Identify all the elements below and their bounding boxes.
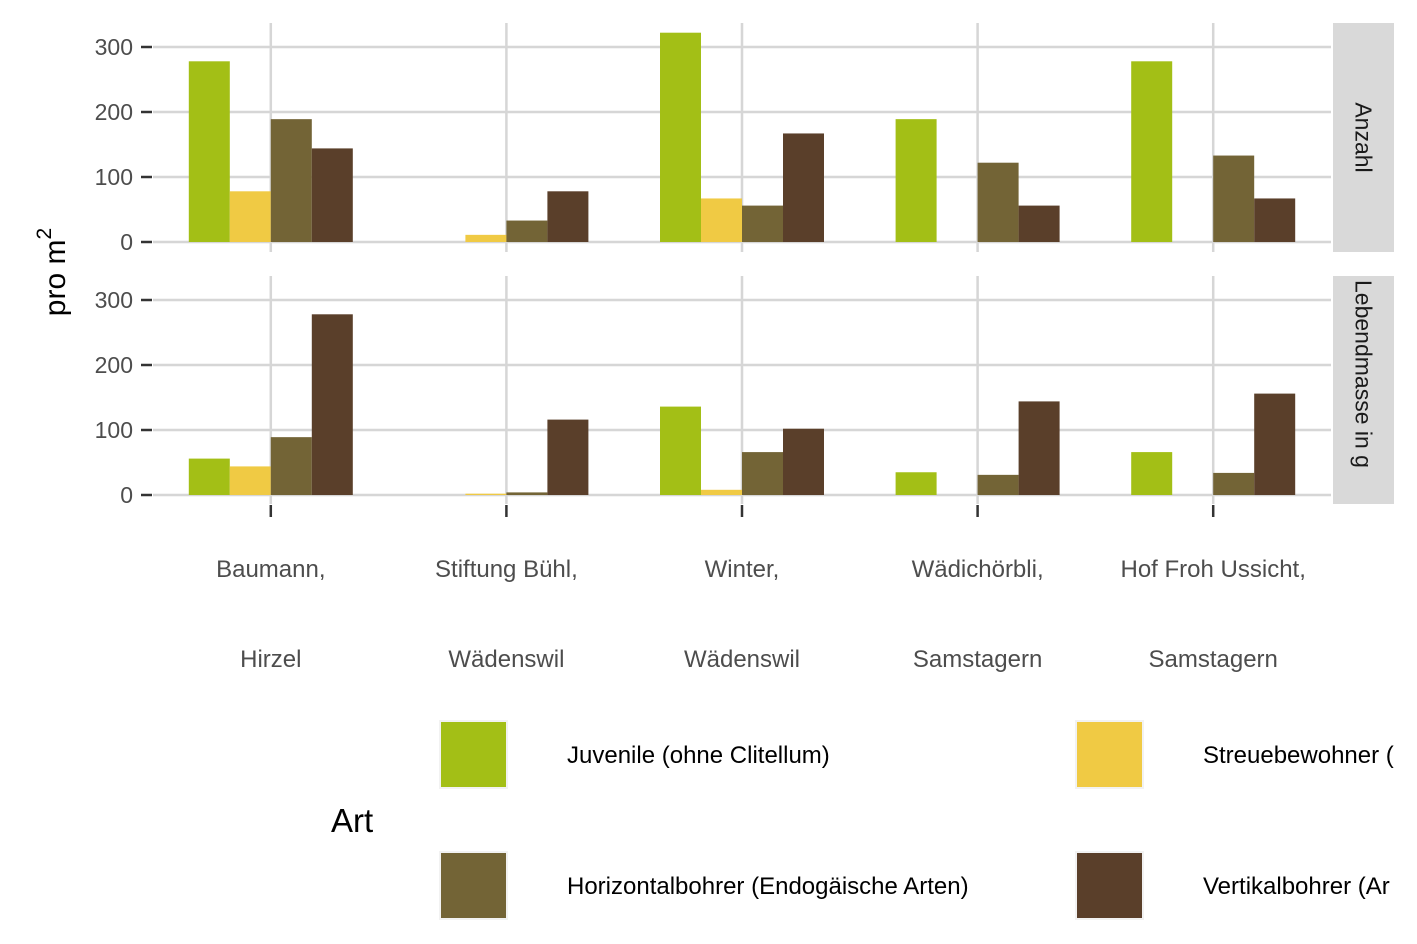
legend-label: Vertikalbohrer (Ar xyxy=(1203,873,1390,900)
bar xyxy=(465,493,507,495)
bar xyxy=(1018,401,1060,495)
bar xyxy=(547,419,589,495)
x-tick-label-line2: Samstagern xyxy=(913,646,1042,673)
x-tick-label-line2: Wädenswil xyxy=(448,646,564,673)
bar xyxy=(506,220,548,242)
facet-strip xyxy=(1333,23,1394,252)
x-tick-label-line2: Samstagern xyxy=(1148,646,1277,673)
bar xyxy=(1254,198,1296,242)
y-tick-label: 300 xyxy=(95,287,133,313)
bar xyxy=(1018,205,1060,242)
bar xyxy=(742,452,783,495)
bar xyxy=(977,162,1019,242)
bar xyxy=(270,119,312,242)
x-tick-label-line2: Hirzel xyxy=(240,646,301,673)
legend-label: Juvenile (ohne Clitellum) xyxy=(567,742,830,769)
legend-key xyxy=(1075,851,1144,920)
legend-label: Streuebewohner ( xyxy=(1203,742,1394,769)
bar xyxy=(311,314,353,495)
y-tick-label: 0 xyxy=(120,229,133,255)
bar xyxy=(1254,393,1296,495)
bar xyxy=(895,472,937,495)
x-tick-label-line2: Wädenswil xyxy=(684,646,800,673)
bar xyxy=(660,32,701,243)
y-tick-label: 100 xyxy=(95,417,133,443)
x-tick-label-line1: Winter, xyxy=(705,556,780,583)
bar xyxy=(742,205,783,242)
x-tick-label-line1: Baumann, xyxy=(216,556,325,583)
x-tick-label-line1: Stiftung Bühl, xyxy=(435,556,578,583)
bar xyxy=(701,198,742,242)
bar xyxy=(229,191,271,242)
y-axis-title: pro m2 xyxy=(33,228,72,316)
y-tick-label: 300 xyxy=(95,34,133,60)
bar xyxy=(188,61,230,242)
bar xyxy=(229,466,271,495)
bar xyxy=(188,458,230,495)
bar xyxy=(783,133,824,242)
bar xyxy=(506,492,548,495)
legend-key xyxy=(439,851,508,920)
bar xyxy=(1131,452,1173,495)
bar xyxy=(311,148,353,242)
facet-strip-label: Lebendmasse in g xyxy=(1351,280,1377,468)
legend-label: Horizontalbohrer (Endogäische Arten) xyxy=(567,873,969,900)
facet-strip-label: Anzahl xyxy=(1351,102,1377,172)
y-tick-label: 200 xyxy=(95,99,133,125)
panel-1: 0 100 200 300 Anzahl xyxy=(95,23,1394,255)
legend-title: Art xyxy=(331,802,373,839)
bar xyxy=(701,489,742,495)
bar xyxy=(547,191,589,242)
bar xyxy=(1131,61,1173,242)
x-tick-label-line1: Hof Froh Ussicht, xyxy=(1121,556,1306,583)
y-tick-label: 100 xyxy=(95,164,133,190)
bar xyxy=(1213,155,1255,242)
bar xyxy=(977,474,1019,495)
y-tick-label: 200 xyxy=(95,352,133,378)
y-tick-label: 0 xyxy=(120,482,133,508)
bar xyxy=(660,406,701,495)
bar xyxy=(1213,472,1255,495)
panel-2: 0 100 200 300 Lebendmasse in g xyxy=(95,276,1394,508)
facet-strip xyxy=(1333,276,1394,504)
legend-key xyxy=(439,720,508,789)
bar xyxy=(895,119,937,242)
bar xyxy=(270,437,312,495)
bar xyxy=(783,428,824,495)
legend-key xyxy=(1075,720,1144,789)
bar xyxy=(465,234,507,242)
x-tick-label-line1: Wädichörbli, xyxy=(912,556,1044,583)
